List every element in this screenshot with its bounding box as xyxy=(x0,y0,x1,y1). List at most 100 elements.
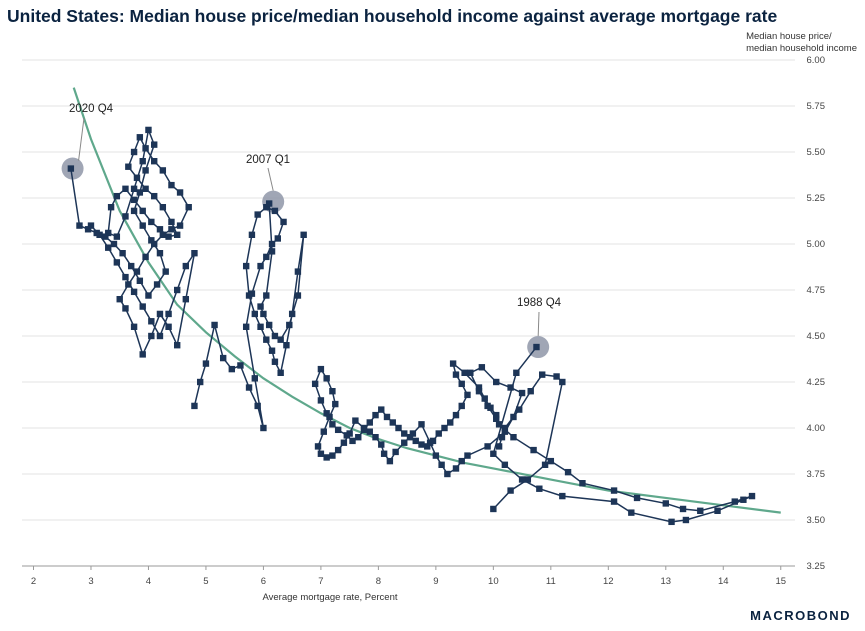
data-point xyxy=(122,273,129,281)
data-point xyxy=(168,181,175,189)
data-point xyxy=(185,204,192,211)
data-point xyxy=(458,457,465,465)
data-point xyxy=(136,134,144,141)
data-point xyxy=(493,415,500,422)
data-point xyxy=(202,360,210,367)
x-tick-label-4: 6 xyxy=(261,576,266,587)
data-point xyxy=(332,400,339,408)
data-point xyxy=(251,375,258,382)
y-tick-label-0: 3.25 xyxy=(807,561,826,572)
data-point xyxy=(191,250,198,257)
data-point xyxy=(263,336,270,343)
data-point xyxy=(424,443,431,450)
data-point xyxy=(268,347,276,354)
data-point xyxy=(122,213,129,220)
data-point xyxy=(530,446,537,454)
data-point xyxy=(148,218,155,226)
data-point xyxy=(541,461,549,468)
data-point xyxy=(283,342,290,349)
data-point xyxy=(125,281,132,288)
data-point xyxy=(386,457,394,465)
data-point xyxy=(501,461,509,468)
data-point xyxy=(435,430,442,437)
data-point xyxy=(257,303,264,310)
data-point xyxy=(490,505,497,513)
data-point xyxy=(461,369,468,376)
data-point xyxy=(142,253,149,261)
data-point xyxy=(553,373,560,380)
data-point xyxy=(334,446,342,454)
data-point xyxy=(228,365,236,373)
data-point xyxy=(151,141,158,148)
data-point xyxy=(260,310,267,318)
data-point xyxy=(257,323,264,330)
x-axis: 2 3 4 5 6 7 8 9 10 11 12 13 14 15 xyxy=(22,565,795,587)
y-tick-label-1: 3.50 xyxy=(807,515,826,526)
data-point xyxy=(130,207,138,215)
data-point xyxy=(444,470,451,478)
data-point xyxy=(334,426,342,434)
data-point xyxy=(510,413,517,421)
data-point xyxy=(452,371,460,378)
data-point xyxy=(748,492,756,500)
data-point xyxy=(176,189,184,196)
data-point xyxy=(547,457,555,465)
trend-line xyxy=(72,87,781,514)
data-point xyxy=(105,244,112,251)
data-point xyxy=(475,388,483,395)
data-point xyxy=(156,310,164,318)
data-point xyxy=(697,507,704,514)
data-point xyxy=(559,492,566,500)
trend-layer xyxy=(72,87,781,514)
data-point xyxy=(449,360,457,367)
data-point xyxy=(153,281,161,288)
data-point xyxy=(495,443,503,450)
data-point xyxy=(133,268,141,275)
data-point xyxy=(527,388,534,395)
data-point xyxy=(513,369,520,376)
data-point xyxy=(139,222,146,229)
y-tick-label-4: 4.25 xyxy=(807,377,826,388)
grid xyxy=(22,59,795,567)
data-point xyxy=(355,434,362,441)
data-point xyxy=(409,430,417,437)
data-point xyxy=(271,332,279,340)
data-point xyxy=(116,296,123,303)
chart-title: United States: Median house price/median… xyxy=(7,6,778,26)
series-path-0 xyxy=(314,346,753,523)
data-point xyxy=(392,448,399,456)
data-point xyxy=(242,323,250,330)
data-point xyxy=(268,240,276,248)
data-point xyxy=(130,323,138,330)
data-point xyxy=(501,424,509,432)
data-point xyxy=(323,375,330,382)
x-tick-label-9: 11 xyxy=(546,576,556,587)
annotation-leader-2 xyxy=(537,311,540,337)
data-point xyxy=(245,292,253,299)
data-point xyxy=(191,402,198,410)
y-tick-label-2: 3.75 xyxy=(807,469,826,480)
data-point xyxy=(352,417,359,424)
y-tick-label-5: 4.50 xyxy=(807,331,826,342)
data-point xyxy=(326,413,333,421)
data-point xyxy=(142,167,149,174)
data-point xyxy=(151,192,158,200)
data-point xyxy=(288,310,296,318)
x-tick-label-13: 15 xyxy=(775,576,786,587)
data-point xyxy=(265,321,273,329)
data-point xyxy=(487,404,494,411)
data-point xyxy=(76,222,83,229)
data-point xyxy=(464,452,471,459)
data-point xyxy=(107,204,115,211)
data-point xyxy=(372,434,379,441)
data-point xyxy=(536,485,543,492)
data-point xyxy=(113,192,121,200)
data-point xyxy=(168,218,175,226)
data-point xyxy=(484,443,491,450)
data-point xyxy=(610,498,618,505)
data-point xyxy=(130,288,138,296)
data-point xyxy=(156,250,164,257)
data-point xyxy=(257,262,264,270)
data-point xyxy=(662,500,669,507)
